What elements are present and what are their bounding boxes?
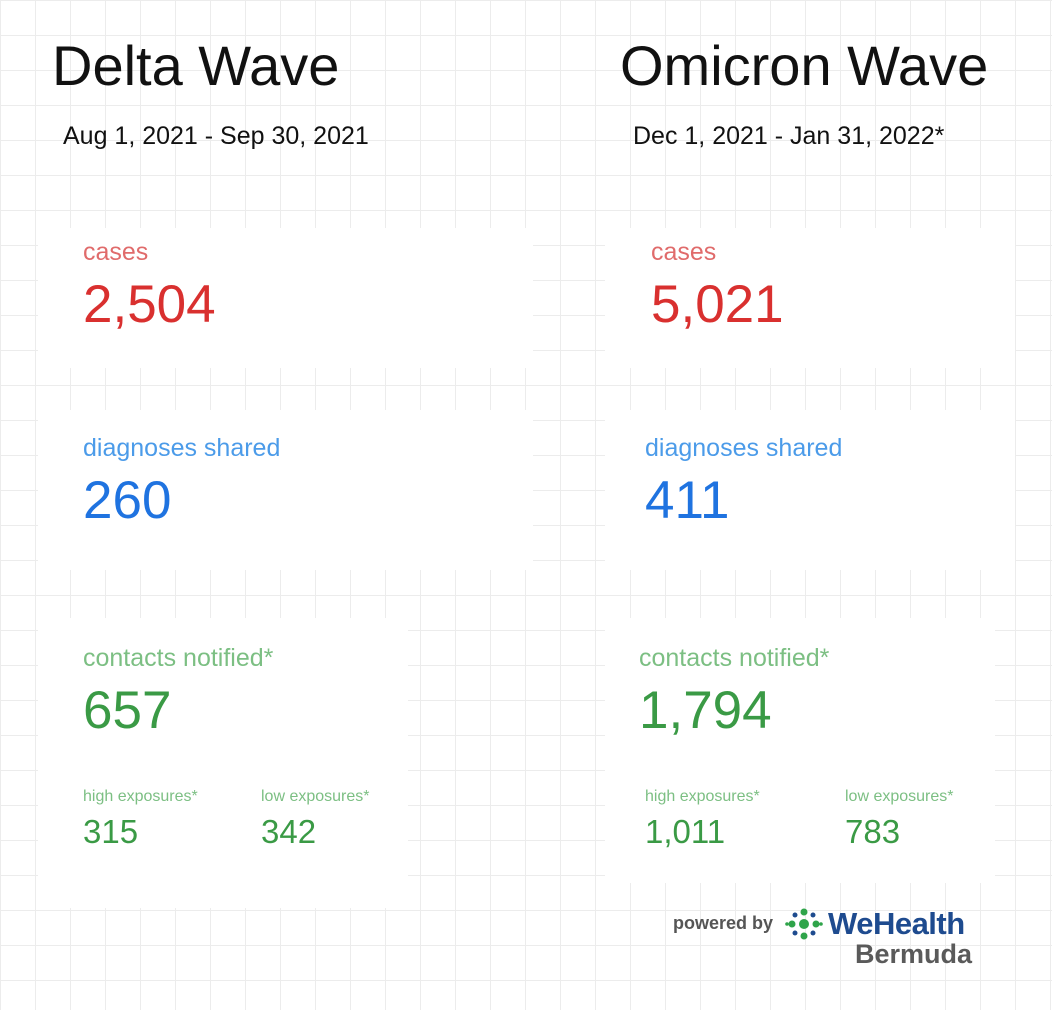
- omicron-wave-title: Omicron Wave: [620, 34, 989, 97]
- delta-low-exposures-value: 342: [261, 813, 317, 850]
- omicron-diagnoses-value: 411: [645, 471, 730, 530]
- left-cases-card: [38, 228, 533, 368]
- omicron-contacts-label: contacts notified*: [639, 644, 830, 672]
- omicron-date-range: Dec 1, 2021 - Jan 31, 2022*: [633, 122, 945, 150]
- omicron-contacts-value: 1,794: [639, 681, 772, 740]
- wehealth-logo-icon: [784, 904, 824, 944]
- omicron-low-exposures-label: low exposures*: [845, 788, 954, 805]
- omicron-diagnoses-label: diagnoses shared: [645, 434, 843, 462]
- omicron-low-exposures-value: 783: [845, 813, 901, 850]
- delta-low-exposures-label: low exposures*: [261, 788, 370, 805]
- omicron-high-exposures-value: 1,011: [645, 813, 726, 850]
- delta-cases-value: 2,504: [83, 275, 216, 334]
- delta-diagnoses-value: 260: [83, 471, 172, 530]
- powered-by-label: powered by: [673, 913, 774, 933]
- right-cases-card: [605, 228, 1015, 368]
- omicron-cases-value: 5,021: [651, 275, 784, 334]
- delta-contacts-value: 657: [83, 681, 172, 740]
- delta-date-range: Aug 1, 2021 - Sep 30, 2021: [63, 122, 369, 150]
- left-diagnoses-card: [38, 410, 533, 570]
- wehealth-brand: WeHealth: [828, 906, 965, 941]
- right-diagnoses-card: [605, 410, 1015, 570]
- right-contacts-card: [605, 618, 995, 883]
- bermuda-region-label: Bermuda: [855, 939, 973, 969]
- delta-high-exposures-label: high exposures*: [83, 788, 198, 805]
- delta-high-exposures-value: 315: [83, 813, 139, 850]
- delta-cases-label: cases: [83, 238, 149, 266]
- delta-wave-title: Delta Wave: [52, 34, 340, 97]
- left-contacts-card: [38, 618, 408, 908]
- delta-contacts-label: contacts notified*: [83, 644, 274, 672]
- omicron-high-exposures-label: high exposures*: [645, 788, 760, 805]
- omicron-cases-label: cases: [651, 238, 717, 266]
- delta-diagnoses-label: diagnoses shared: [83, 434, 281, 462]
